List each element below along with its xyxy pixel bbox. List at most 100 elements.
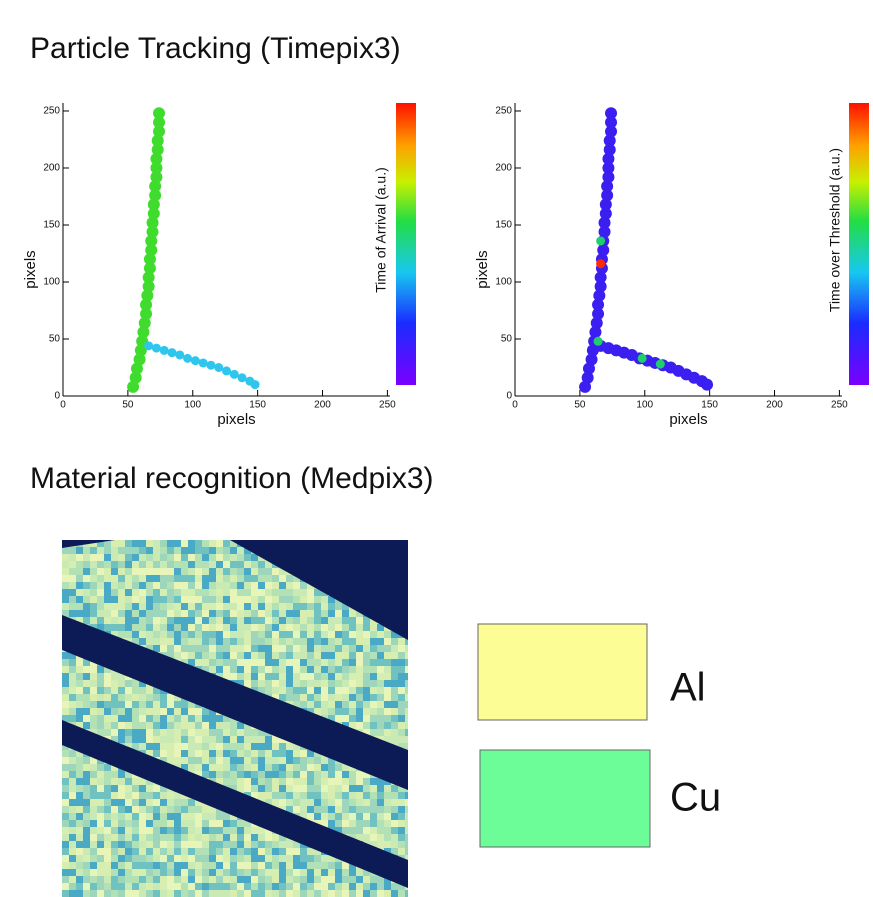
pixel xyxy=(300,848,307,855)
pixel xyxy=(167,589,174,596)
pixel xyxy=(286,673,293,680)
track-point xyxy=(130,362,143,375)
track-point xyxy=(592,307,605,320)
pixel xyxy=(328,785,335,792)
pixel xyxy=(377,785,384,792)
pixel xyxy=(139,715,146,722)
pixel xyxy=(167,561,174,568)
pixel xyxy=(97,554,104,561)
pixel xyxy=(272,680,279,687)
pixel xyxy=(335,869,342,876)
pixel xyxy=(188,596,195,603)
pixel xyxy=(216,750,223,757)
pixel xyxy=(272,862,279,869)
pixel xyxy=(307,750,314,757)
pixel xyxy=(216,568,223,575)
pixel xyxy=(181,631,188,638)
pixel xyxy=(146,624,153,631)
pixel xyxy=(181,582,188,589)
pixel xyxy=(160,869,167,876)
pixel xyxy=(363,708,370,715)
y-axis-label: pixels xyxy=(22,250,39,288)
pixel xyxy=(398,687,405,694)
pixel xyxy=(363,617,370,624)
pixel xyxy=(363,778,370,785)
pixel xyxy=(405,736,408,743)
pixel xyxy=(230,638,237,645)
pixel xyxy=(153,540,160,547)
pixel xyxy=(349,617,356,624)
pixel xyxy=(104,876,111,883)
pixel xyxy=(251,792,258,799)
pixel xyxy=(111,610,118,617)
pixel xyxy=(139,596,146,603)
pixel xyxy=(258,659,265,666)
pixel xyxy=(251,659,258,666)
pixel xyxy=(125,834,132,841)
pixel xyxy=(104,792,111,799)
pixel xyxy=(300,883,307,890)
pixel xyxy=(125,806,132,813)
pixel xyxy=(300,673,307,680)
pixel xyxy=(69,603,76,610)
pixel xyxy=(139,540,146,547)
pixel xyxy=(314,694,321,701)
pixel xyxy=(69,694,76,701)
pixel xyxy=(76,575,83,582)
pixel xyxy=(132,561,139,568)
pixel xyxy=(237,624,244,631)
pixel xyxy=(69,813,76,820)
pixel xyxy=(370,666,377,673)
pixel xyxy=(62,876,69,883)
pixel xyxy=(300,876,307,883)
pixel xyxy=(349,652,356,659)
pixel xyxy=(202,652,209,659)
pixel xyxy=(111,561,118,568)
pixel xyxy=(405,820,408,827)
pixel xyxy=(328,708,335,715)
pixel xyxy=(97,869,104,876)
pixel xyxy=(237,603,244,610)
pixel xyxy=(83,764,90,771)
pixel xyxy=(293,680,300,687)
pixel xyxy=(97,785,104,792)
pixel xyxy=(272,799,279,806)
pixel xyxy=(202,582,209,589)
pixel xyxy=(90,708,97,715)
pixel xyxy=(300,659,307,666)
pixel xyxy=(293,673,300,680)
pixel xyxy=(223,554,230,561)
pixel xyxy=(244,750,251,757)
pixel xyxy=(230,736,237,743)
pixel xyxy=(83,883,90,890)
pixel xyxy=(167,869,174,876)
pixel xyxy=(146,708,153,715)
pixel xyxy=(188,645,195,652)
pixel xyxy=(307,701,314,708)
pixel xyxy=(335,687,342,694)
pixel xyxy=(384,729,391,736)
pixel xyxy=(237,652,244,659)
pixel xyxy=(188,561,195,568)
track-point xyxy=(598,225,611,238)
pixel xyxy=(335,631,342,638)
pixel xyxy=(97,771,104,778)
pixel xyxy=(167,806,174,813)
pixel xyxy=(237,876,244,883)
track-point xyxy=(599,207,612,220)
pixel xyxy=(286,680,293,687)
pixel xyxy=(97,680,104,687)
pixel xyxy=(132,694,139,701)
pixel xyxy=(69,771,76,778)
pixel xyxy=(384,701,391,708)
pixel xyxy=(104,862,111,869)
pixel xyxy=(97,792,104,799)
pixel xyxy=(90,540,97,547)
pixel xyxy=(391,652,398,659)
pixel xyxy=(265,834,272,841)
pixel xyxy=(153,645,160,652)
pixel xyxy=(167,736,174,743)
pixel xyxy=(76,750,83,757)
pixel xyxy=(258,827,265,834)
pixel xyxy=(335,624,342,631)
